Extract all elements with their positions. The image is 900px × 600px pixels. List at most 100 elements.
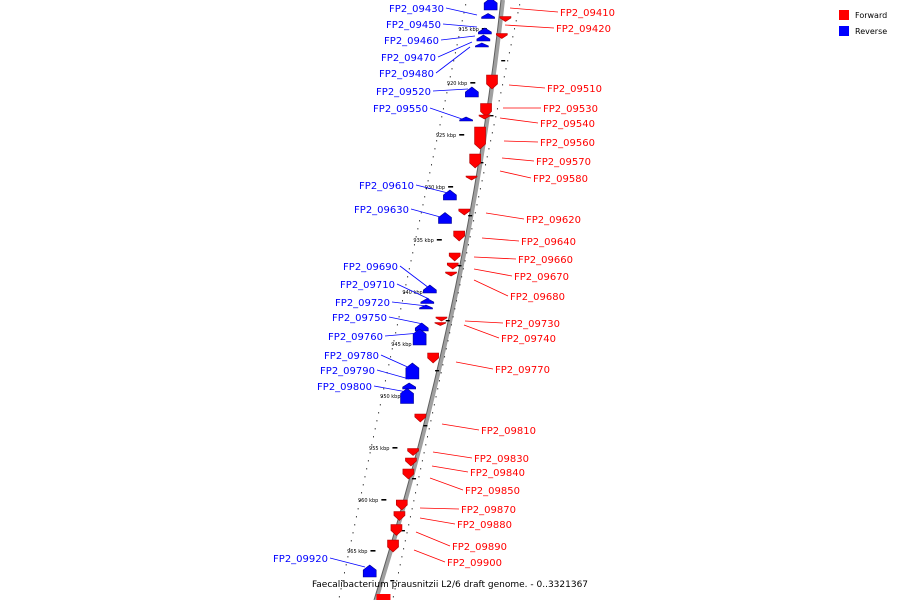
- rev-dot: [396, 324, 398, 326]
- reverse-gene-feature: [362, 564, 377, 578]
- rev-dot: [354, 524, 356, 526]
- rev-dot: [376, 420, 378, 422]
- reverse-leader-line: [429, 107, 463, 120]
- rev-dot: [417, 228, 419, 230]
- fwd-dot: [493, 124, 495, 126]
- forward-gene-feature: [407, 448, 419, 456]
- reverse-leader-line: [391, 301, 428, 307]
- forward-gene-label: FP2_09640: [521, 237, 576, 248]
- reverse-leader-line: [376, 369, 410, 380]
- forward-leader-line: [499, 117, 539, 124]
- fwd-dot: [408, 524, 410, 526]
- rev-dot: [398, 316, 400, 318]
- fwd-dot: [459, 284, 461, 286]
- forward-leader-line: [473, 279, 509, 297]
- fwd-dot: [423, 452, 425, 454]
- fwd-dot: [519, 4, 521, 6]
- tick-label: 940 kbp: [402, 290, 422, 296]
- rev-dot: [405, 284, 407, 286]
- fwd-dot: [415, 492, 417, 494]
- reverse-gene-label: FP2_09430: [389, 4, 444, 15]
- reverse-gene-label: FP2_09800: [317, 382, 372, 393]
- fwd-dot: [464, 260, 466, 262]
- rev-dot: [379, 404, 381, 406]
- reverse-leader-line: [437, 41, 473, 58]
- tick-mark: [381, 499, 387, 501]
- rev-dot: [434, 148, 436, 150]
- forward-leader-line: [473, 268, 513, 277]
- fwd-mark: [501, 60, 506, 62]
- fwd-dot: [409, 516, 411, 518]
- reverse-leader-line: [445, 7, 478, 16]
- forward-leader-line: [441, 423, 480, 431]
- reverse-leader-line: [442, 23, 478, 28]
- forward-gene-label: FP2_09770: [495, 365, 550, 376]
- forward-gene-feature: [427, 352, 439, 364]
- reverse-leader-line: [432, 88, 469, 92]
- rev-dot: [437, 132, 439, 134]
- tick-label: 965 kbp: [347, 549, 367, 555]
- rev-dot: [408, 268, 410, 270]
- fwd-dot: [471, 228, 473, 230]
- rev-dot: [395, 332, 397, 334]
- reverse-gene-label: FP2_09750: [332, 313, 387, 324]
- reverse-gene-feature: [423, 284, 437, 294]
- rev-dot: [378, 412, 380, 414]
- fwd-dot: [454, 308, 456, 310]
- reverse-gene-feature: [414, 322, 429, 332]
- fwd-dot: [481, 180, 483, 182]
- forward-leader-line: [473, 256, 517, 260]
- reverse-gene-feature: [402, 382, 416, 390]
- fwd-dot: [467, 244, 469, 246]
- rev-dot: [432, 156, 434, 158]
- fwd-dot: [394, 588, 396, 590]
- rev-dot: [347, 556, 349, 558]
- rev-dot: [451, 68, 453, 70]
- rev-dot: [449, 76, 451, 78]
- forward-leader-line: [481, 237, 520, 242]
- rev-dot: [403, 292, 405, 294]
- rev-dot: [458, 36, 460, 38]
- fwd-dot: [401, 556, 403, 558]
- fwd-dot: [512, 36, 514, 38]
- reverse-leader-line: [440, 35, 476, 41]
- rev-dot: [357, 508, 359, 510]
- tick-label: 930 kbp: [425, 185, 445, 191]
- rev-dot: [415, 236, 417, 238]
- forward-gene-feature: [446, 262, 459, 270]
- fwd-mark: [435, 370, 440, 372]
- reverse-gene-label: FP2_09690: [343, 262, 398, 273]
- fwd-dot: [437, 388, 439, 390]
- fwd-dot: [515, 20, 517, 22]
- reverse-gene-feature: [476, 34, 491, 42]
- forward-gene-feature: [402, 468, 415, 480]
- rev-dot: [355, 516, 357, 518]
- forward-gene-label: FP2_09880: [457, 520, 512, 531]
- forward-gene-label: FP2_09410: [560, 8, 615, 19]
- reverse-gene-label: FP2_09480: [379, 69, 434, 80]
- forward-leader-line: [419, 517, 456, 525]
- reverse-leader-line: [435, 46, 471, 74]
- forward-gene-feature: [480, 103, 492, 117]
- fwd-dot: [462, 268, 464, 270]
- forward-gene-label: FP2_09510: [547, 84, 602, 95]
- forward-gene-label: FP2_09900: [447, 558, 502, 569]
- forward-leader-line: [501, 157, 535, 162]
- forward-gene-label: FP2_09870: [461, 505, 516, 516]
- fwd-dot: [485, 164, 487, 166]
- forward-gene-label: FP2_09570: [536, 157, 591, 168]
- rev-dot: [390, 356, 392, 358]
- rev-dot: [350, 540, 352, 542]
- rev-dot: [364, 476, 366, 478]
- rev-dot: [393, 340, 395, 342]
- reverse-gene-label: FP2_09470: [381, 53, 436, 64]
- rev-dot: [359, 500, 361, 502]
- rev-dot: [410, 260, 412, 262]
- fwd-mark: [390, 580, 395, 582]
- fwd-dot: [444, 356, 446, 358]
- gene-features: [362, 0, 512, 600]
- forward-gene-label: FP2_09420: [556, 24, 611, 35]
- rev-dot: [436, 140, 438, 142]
- forward-gene-feature: [486, 74, 498, 90]
- rev-dot: [342, 580, 344, 582]
